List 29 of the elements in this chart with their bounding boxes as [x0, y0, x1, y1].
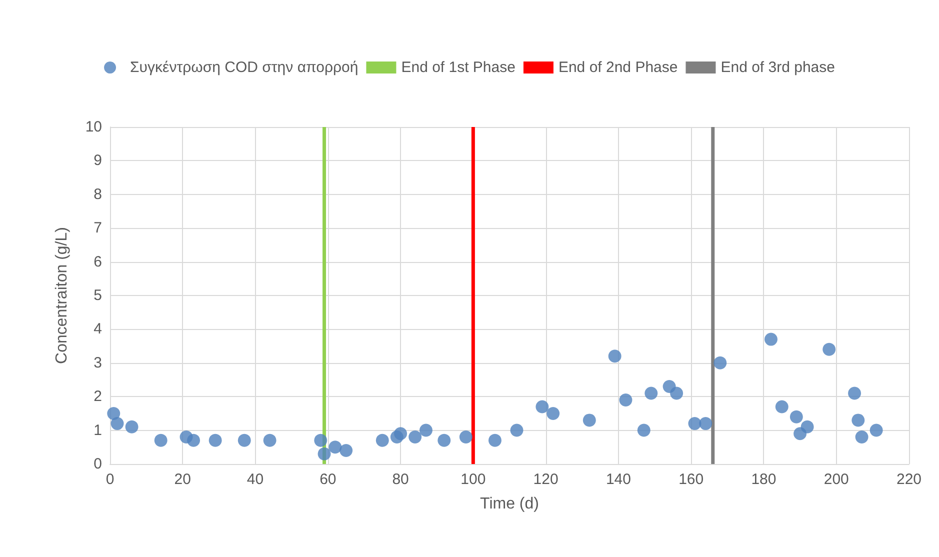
- legend-label: Συγκέντρωση COD στην απορροή: [130, 59, 358, 76]
- x-tick-label: 40: [246, 471, 264, 488]
- x-tick-label: 140: [606, 471, 631, 488]
- y-tick-label: 8: [94, 186, 102, 203]
- x-tick-label: 200: [824, 471, 849, 488]
- legend-label: End of 2nd Phase: [558, 59, 678, 76]
- y-tick-label: 3: [94, 354, 102, 372]
- y-tick-label: 7: [94, 220, 102, 237]
- y-tick-label: 0: [94, 456, 102, 472]
- y-tick-label: 10: [85, 118, 102, 136]
- y-tick-label: 6: [94, 253, 102, 270]
- x-tick-label: 120: [533, 471, 558, 488]
- x-axis-title: Time (d): [480, 496, 539, 512]
- y-tick-label: 5: [94, 287, 102, 304]
- y-tick-label: 1: [94, 422, 102, 439]
- x-tick-label: 160: [678, 471, 704, 488]
- x-tick-label: 180: [751, 471, 776, 488]
- x-tick-label: 100: [460, 471, 486, 488]
- x-tick-label: 20: [174, 471, 191, 488]
- x-tick-label: 0: [106, 471, 114, 488]
- y-tick-label: 2: [94, 388, 102, 406]
- legend-label: End of 3rd phase: [720, 59, 835, 76]
- legend-label: End of 1st Phase: [401, 59, 516, 76]
- x-tick-label: 220: [896, 471, 922, 488]
- x-tick-label: 60: [320, 471, 336, 488]
- x-tick-label: 80: [392, 471, 409, 488]
- y-axis-title: Concentraiton (g/L): [54, 227, 70, 364]
- y-tick-label: 9: [94, 152, 102, 170]
- y-tick-label: 4: [94, 320, 102, 338]
